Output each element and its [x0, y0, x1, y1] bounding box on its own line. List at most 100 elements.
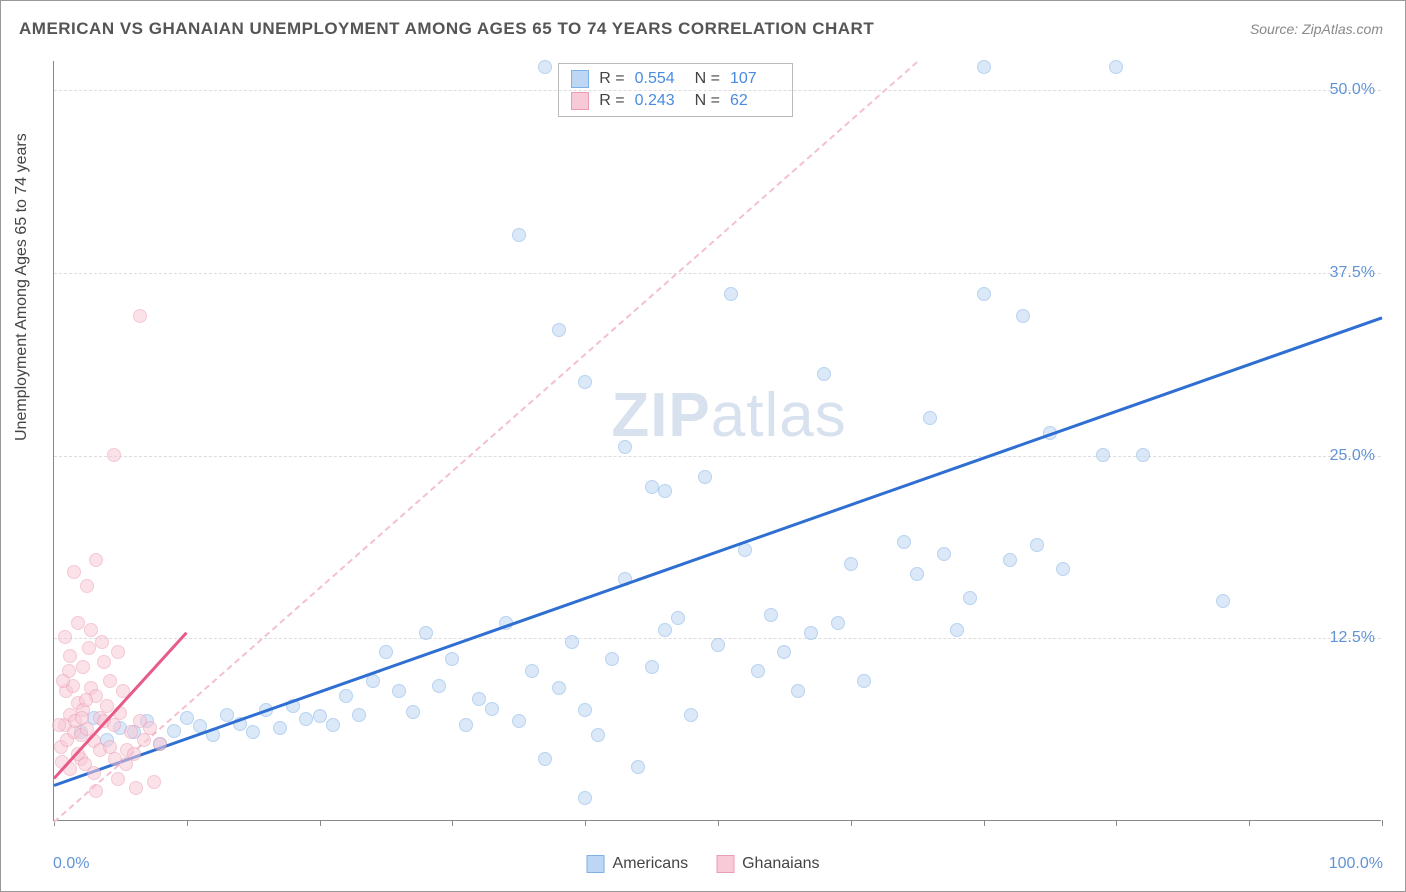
stats-row-americans: R = 0.554 N = 107 — [571, 68, 780, 90]
data-point — [977, 287, 991, 301]
x-tick — [585, 820, 586, 826]
x-tick — [718, 820, 719, 826]
r-label: R = — [599, 70, 624, 88]
n-label: N = — [695, 70, 720, 88]
data-point — [133, 309, 147, 323]
data-point — [147, 775, 161, 789]
trend-line — [54, 317, 1383, 788]
data-point — [684, 708, 698, 722]
plot-area: ZIPatlas R = 0.554 N = 107 R = 0.243 N =… — [53, 61, 1381, 821]
data-point — [107, 448, 121, 462]
data-point — [1003, 553, 1017, 567]
data-point — [246, 725, 260, 739]
x-tick — [187, 820, 188, 826]
legend-item-ghanaians: Ghanaians — [716, 855, 819, 873]
x-max-label: 100.0% — [1329, 855, 1383, 873]
data-point — [76, 660, 90, 674]
r-value-americans: 0.554 — [635, 70, 685, 88]
stats-row-ghanaians: R = 0.243 N = 62 — [571, 90, 780, 112]
data-point — [897, 535, 911, 549]
data-point — [1030, 538, 1044, 552]
data-point — [777, 645, 791, 659]
r-label: R = — [599, 92, 624, 110]
chart-container: AMERICAN VS GHANAIAN UNEMPLOYMENT AMONG … — [0, 0, 1406, 892]
y-axis-label: Unemployment Among Ages 65 to 74 years — [13, 133, 31, 441]
data-point — [180, 711, 194, 725]
data-point — [804, 626, 818, 640]
data-point — [591, 728, 605, 742]
data-point — [89, 553, 103, 567]
n-value-americans: 107 — [730, 70, 780, 88]
x-min-label: 0.0% — [53, 855, 89, 873]
stats-swatch-americans — [571, 70, 589, 88]
data-point — [817, 367, 831, 381]
data-point — [299, 712, 313, 726]
data-point — [711, 638, 725, 652]
data-point — [552, 681, 566, 695]
data-point — [78, 757, 92, 771]
data-point — [82, 641, 96, 655]
data-point — [89, 784, 103, 798]
data-point — [445, 652, 459, 666]
data-point — [419, 626, 433, 640]
source-label: Source: ZipAtlas.com — [1250, 21, 1383, 37]
data-point — [525, 664, 539, 678]
data-point — [75, 711, 89, 725]
gridline — [54, 456, 1381, 457]
y-tick-label: 37.5% — [1330, 264, 1375, 282]
x-tick — [1249, 820, 1250, 826]
data-point — [1096, 448, 1110, 462]
data-point — [658, 623, 672, 637]
n-label: N = — [695, 92, 720, 110]
data-point — [129, 781, 143, 795]
data-point — [578, 375, 592, 389]
y-tick-label: 12.5% — [1330, 629, 1375, 647]
data-point — [67, 565, 81, 579]
data-point — [153, 737, 167, 751]
chart-title: AMERICAN VS GHANAIAN UNEMPLOYMENT AMONG … — [19, 19, 874, 39]
y-tick-label: 50.0% — [1330, 81, 1375, 99]
data-point — [538, 752, 552, 766]
r-value-ghanaians: 0.243 — [635, 92, 685, 110]
gridline — [54, 273, 1381, 274]
data-point — [1216, 594, 1230, 608]
data-point — [977, 60, 991, 74]
x-tick — [1382, 820, 1383, 826]
data-point — [512, 228, 526, 242]
n-value-ghanaians: 62 — [730, 92, 780, 110]
data-point — [578, 703, 592, 717]
data-point — [764, 608, 778, 622]
data-point — [220, 708, 234, 722]
data-point — [512, 714, 526, 728]
data-point — [97, 655, 111, 669]
data-point — [392, 684, 406, 698]
data-point — [950, 623, 964, 637]
data-point — [95, 635, 109, 649]
data-point — [844, 557, 858, 571]
x-tick — [1116, 820, 1117, 826]
data-point — [552, 323, 566, 337]
data-point — [71, 616, 85, 630]
data-point — [724, 287, 738, 301]
data-point — [273, 721, 287, 735]
watermark-light: atlas — [711, 381, 847, 450]
data-point — [56, 674, 70, 688]
data-point — [472, 692, 486, 706]
data-point — [52, 718, 66, 732]
data-point — [459, 718, 473, 732]
data-point — [1056, 562, 1070, 576]
data-point — [605, 652, 619, 666]
data-point — [1136, 448, 1150, 462]
legend-label-ghanaians: Ghanaians — [742, 855, 819, 873]
x-tick — [452, 820, 453, 826]
data-point — [84, 623, 98, 637]
data-point — [538, 60, 552, 74]
data-point — [751, 664, 765, 678]
data-point — [645, 660, 659, 674]
data-point — [485, 702, 499, 716]
data-point — [631, 760, 645, 774]
data-point — [910, 567, 924, 581]
gridline — [54, 90, 1381, 91]
data-point — [79, 693, 93, 707]
legend-item-americans: Americans — [587, 855, 689, 873]
